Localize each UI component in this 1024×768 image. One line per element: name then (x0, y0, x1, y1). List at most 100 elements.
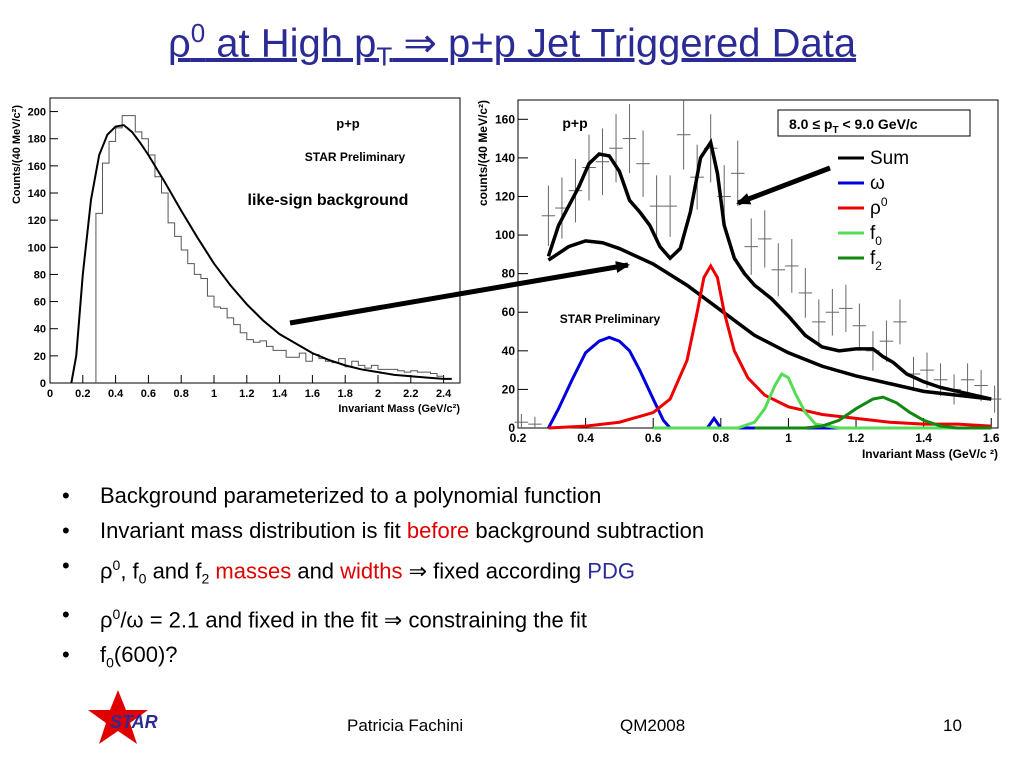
footer-page-number: 10 (943, 716, 962, 735)
x-tick-label: 1.4 (915, 431, 932, 445)
bullet-superscript: 0 (112, 605, 121, 622)
bullet-highlight: before (406, 518, 470, 543)
bullet-text: ρ (100, 607, 113, 633)
x-tick-label: 2 (375, 388, 381, 400)
bullet-text: ⇒ fixed according (402, 558, 588, 584)
y-tick-label: 160 (28, 161, 46, 173)
x-tick-label: 0.4 (577, 431, 594, 445)
star-logo-icon (88, 690, 148, 744)
bullet-item: Background parameterized to a polynomial… (62, 478, 962, 513)
x-axis-label: Invariant Mass (GeV/c ²) (862, 447, 998, 461)
y-tick-label: 200 (28, 107, 46, 119)
y-tick-label: 40 (34, 324, 46, 336)
background-annotation: like-sign background (248, 192, 409, 209)
legend-entry: Sum (870, 148, 909, 169)
x-tick-label: 0.6 (141, 388, 156, 400)
title-end: p+p Jet Triggered Data (448, 21, 857, 66)
y-tick-label: 40 (502, 344, 516, 358)
bullet-list: Background parameterized to a polynomial… (62, 478, 962, 680)
star-logo-text: STAR (110, 712, 158, 732)
x-tick-label: 1.2 (239, 388, 254, 400)
x-tick-label: 1.6 (983, 431, 1000, 445)
sum-arrow (736, 165, 831, 206)
y-axis-label: Counts/(40 MeV/c²) (11, 105, 23, 204)
bullet-superscript: 0 (112, 557, 121, 573)
x-tick-label: 1.6 (305, 388, 320, 400)
title-subscript: T (376, 41, 393, 72)
bullet-highlight: PDG (587, 558, 635, 584)
right-plot-frame (517, 99, 999, 429)
title-rho: ρ (167, 21, 191, 66)
y-tick-label: 60 (34, 297, 46, 309)
x-tick-label: 0.2 (510, 431, 527, 445)
x-tick-label: 0.8 (712, 431, 729, 445)
left-histogram-panel: 0 0.2 0.4 0.6 0.8 1 1.2 1.4 1.6 1.8 2 2.2 2.4 0 20 40 60… (11, 97, 461, 415)
y-tick-label: 160 (495, 112, 515, 126)
series-line (548, 262, 992, 430)
y-tick-label: 0 (40, 378, 46, 390)
preliminary-label: STAR Preliminary (560, 312, 661, 326)
series-line (754, 395, 992, 430)
footer-author: Patricia Fachini (347, 716, 464, 735)
x-tick-label: 0.8 (174, 388, 189, 400)
y-tick-label: 140 (28, 188, 46, 200)
y-tick-label: 180 (28, 134, 46, 146)
pt-range-label: 8.0 ≤ pT < 9.0 GeV/c (789, 116, 918, 136)
legend-entry: f2 (870, 248, 882, 273)
y-tick-label: 140 (495, 151, 515, 165)
title-arrow: ⇒ (392, 21, 449, 66)
x-tick-label: 1.4 (272, 388, 288, 400)
y-tick-label: 0 (508, 421, 515, 435)
fit-curve (70, 124, 452, 384)
y-tick-label: 120 (28, 215, 46, 227)
y-tick-label: 80 (502, 267, 516, 281)
x-tick-label: 0.6 (645, 431, 662, 445)
y-axis-label: counts/(40 MeV/c²) (476, 100, 490, 206)
bullet-highlight: masses (209, 558, 292, 584)
bullet-text: f (100, 642, 107, 668)
y-tick-label: 100 (495, 228, 515, 242)
series-line (653, 371, 992, 430)
bullet-text: (600)? (113, 642, 178, 668)
bullet-subscript: 2 (201, 570, 210, 587)
title-mid: at High p (205, 21, 377, 66)
y-tick-label: 20 (502, 382, 516, 396)
x-tick-label: 0 (47, 388, 53, 400)
y-tick-label: 120 (495, 189, 515, 203)
footer: Patricia Fachini QM2008 10 (0, 708, 1024, 748)
bullet-item: ρ0/ω = 2.1 and fixed in the fit ⇒ constr… (62, 597, 962, 637)
star-logo: STAR (80, 688, 170, 753)
x-tick-label: 2.2 (403, 388, 418, 400)
bullet-subscript: 0 (106, 654, 114, 671)
right-fit-panel: 0.2 0.4 0.6 0.8 1 1.2 1.4 1.6 0 20 40 60 80 100 120 140… (476, 99, 1002, 461)
bullet-text: , f (120, 558, 139, 584)
bullet-text: Background parameterized to a polynomial… (100, 483, 602, 508)
bullet-text: and (291, 558, 341, 584)
slide-title: ρ0 at High pT ⇒ p+p Jet Triggered Data (0, 18, 1024, 72)
x-tick-label: 1 (785, 431, 792, 445)
bullet-text: Invariant mass distribution is fit (100, 518, 407, 543)
x-tick-label: 1.2 (848, 431, 865, 445)
pt-range-box (777, 109, 971, 137)
y-tick-label: 60 (502, 305, 516, 319)
y-tick-label: 100 (28, 242, 46, 254)
y-tick-label: 80 (34, 269, 46, 281)
series-line (547, 239, 992, 401)
x-tick-label: 0.2 (75, 388, 90, 400)
x-tick-label: 0.4 (108, 388, 124, 400)
x-tick-label: 1.8 (338, 388, 353, 400)
bullet-highlight: widths (340, 558, 403, 584)
legend-entry: ω (870, 173, 885, 194)
bullet-text: /ω = 2.1 and fixed in the fit ⇒ constrai… (120, 607, 588, 633)
title-superscript: 0 (190, 18, 206, 48)
series-line (546, 138, 992, 401)
bullet-text: background subtraction (469, 518, 705, 543)
footer-conference: QM2008 (620, 716, 686, 735)
x-axis-label: Invariant Mass (GeV/c²) (338, 403, 460, 415)
x-tick-label: 1 (211, 388, 217, 400)
preliminary-label: STAR Preliminary (305, 150, 406, 164)
background-arrow (289, 261, 630, 326)
bullet-text: and f (146, 558, 202, 584)
histogram-steps (95, 115, 444, 383)
system-label: p+p (336, 116, 360, 131)
